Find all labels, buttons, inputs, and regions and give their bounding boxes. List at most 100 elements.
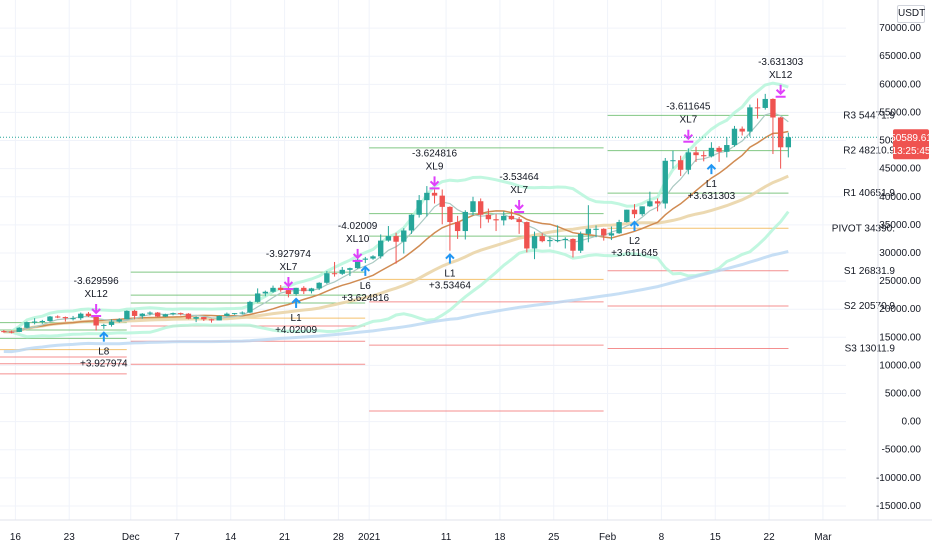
candle: [285, 286, 292, 298]
candle-body: [293, 287, 299, 295]
candle: [193, 316, 199, 323]
candle: [547, 236, 553, 247]
candle: [131, 309, 138, 320]
candle-body: [385, 236, 392, 241]
candle-body: [170, 313, 176, 315]
candle: [431, 189, 438, 204]
buy-arrowhead-icon: [706, 163, 717, 170]
candle-body: [501, 215, 507, 221]
candle: [585, 205, 592, 243]
sell-arrowhead-icon: [429, 180, 440, 187]
candle: [608, 226, 615, 241]
buy-value: +3.631303: [688, 191, 736, 202]
buy-label: L1: [291, 313, 303, 324]
price-tag-value: 50589.61: [890, 133, 932, 144]
candle-body: [208, 319, 215, 321]
x-tick-label: 2021: [358, 532, 381, 543]
y-tick-label: 60000.00: [879, 79, 921, 90]
candle-body: [454, 222, 461, 232]
buy-label: L8: [98, 347, 110, 358]
y-tick-label: 5000.00: [885, 389, 922, 400]
candle-body: [485, 214, 492, 220]
buy-label: L2: [629, 236, 641, 247]
candle: [116, 318, 122, 323]
sell-signal: -4.02009 XL10: [338, 221, 378, 262]
sell-tag: XL10: [346, 234, 370, 245]
candle-body: [139, 313, 145, 316]
y-tick-label: 15000.00: [879, 332, 921, 343]
x-tick-label: 11: [441, 532, 452, 543]
x-tick-label: 21: [279, 532, 291, 543]
bb-lower: [3, 210, 790, 339]
candle-body: [285, 290, 292, 295]
candle: [716, 146, 722, 162]
candle-body: [554, 240, 561, 242]
sell-value: -4.02009: [338, 221, 378, 232]
buy-value: +3.53464: [429, 281, 471, 292]
y-axis[interactable]: 70000.0065000.0060000.0055000.0050000.00…: [876, 0, 921, 520]
pivot-label-r2: R2 48210.9: [843, 146, 895, 157]
candle: [239, 311, 245, 315]
candle: [270, 285, 276, 293]
candle: [108, 319, 115, 327]
candle-body: [654, 201, 661, 204]
candle-body: [1, 331, 7, 333]
candle: [408, 214, 415, 234]
candle-body: [185, 313, 192, 319]
candle: [308, 287, 315, 294]
candle-body: [724, 145, 730, 152]
candle: [439, 189, 445, 225]
candle-body: [224, 313, 230, 316]
candle: [216, 315, 222, 321]
candle-body: [362, 258, 369, 260]
candle: [47, 315, 53, 322]
candle: [654, 198, 661, 212]
sell-tag: XL7: [280, 262, 298, 273]
candle-body: [347, 268, 353, 270]
sell-arrowhead-icon: [683, 134, 694, 141]
candle: [685, 148, 692, 175]
candle-body: [116, 319, 122, 322]
x-axis[interactable]: 16 23 Dec 7 14 21 28 2021 11 18 25 Feb 8 15 22 Mar: [0, 519, 932, 543]
signals: -3.629596 XL12 -3.927974 XL7 -4.02009 XL10 -3.…: [74, 57, 804, 370]
candle-body: [747, 107, 753, 132]
candle: [701, 151, 707, 162]
candle-body: [477, 201, 484, 215]
candle: [777, 116, 784, 169]
pivot-lines: R3 54471.9 R2 48210.9 R1 40651.9 PIVOT 3439…: [0, 110, 895, 412]
x-tick-label: 18: [494, 532, 506, 543]
candle-body: [739, 128, 745, 132]
candle: [416, 195, 422, 218]
candle-body: [685, 152, 692, 170]
candle-body: [270, 287, 276, 292]
sell-arrowhead-icon: [352, 253, 363, 260]
candle-body: [539, 236, 545, 242]
candle-body: [762, 98, 768, 108]
currency-label[interactable]: USDT: [897, 5, 925, 23]
x-tick-label: Dec: [122, 532, 140, 543]
sell-value: -3.611645: [666, 102, 711, 113]
x-tick-label: Feb: [599, 532, 617, 543]
sell-arrowhead-icon: [775, 89, 786, 96]
candle-body: [78, 313, 84, 319]
candle-body: [770, 98, 776, 118]
candle-body: [616, 222, 622, 234]
candle-body: [85, 313, 92, 316]
candle: [601, 228, 607, 241]
candle: [293, 287, 299, 296]
candle: [385, 225, 392, 242]
candle-body: [93, 315, 99, 326]
x-tick-label: 22: [764, 532, 776, 543]
y-tick-label: 65000.00: [879, 51, 921, 62]
candle: [424, 186, 430, 217]
candle: [554, 225, 561, 243]
candle-body: [577, 233, 584, 251]
candles: [1, 93, 792, 334]
candle: [231, 313, 238, 315]
sell-signal: -3.624816 XL9: [412, 148, 457, 190]
y-tick-label: 20000.00: [879, 304, 921, 315]
candle: [247, 300, 253, 314]
candle-body: [8, 331, 15, 333]
candle: [93, 315, 99, 331]
